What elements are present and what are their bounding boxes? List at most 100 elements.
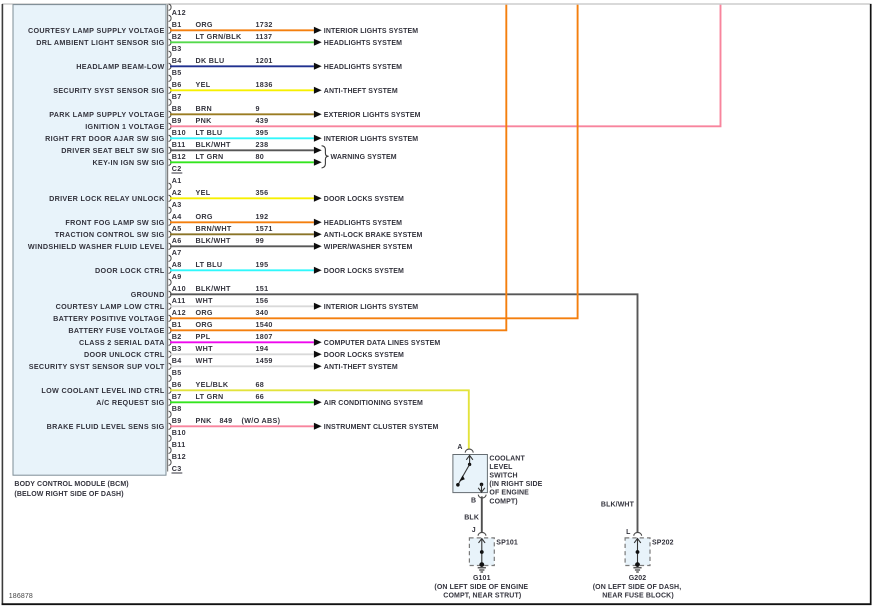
svg-text:LT GRN: LT GRN	[196, 152, 224, 161]
svg-text:DRL AMBIENT LIGHT SENSOR SIG: DRL AMBIENT LIGHT SENSOR SIG	[36, 38, 164, 47]
svg-text:INTERIOR LIGHTS SYSTEM: INTERIOR LIGHTS SYSTEM	[324, 304, 418, 311]
svg-text:BLK/WHT: BLK/WHT	[196, 140, 232, 149]
svg-text:B6: B6	[172, 380, 182, 389]
svg-text:ANTI-THEFT SYSTEM: ANTI-THEFT SYSTEM	[324, 364, 398, 371]
svg-text:PNK: PNK	[196, 116, 213, 125]
svg-text:195: 195	[256, 260, 269, 269]
svg-text:G101: G101	[473, 575, 491, 582]
svg-text:B2: B2	[172, 332, 182, 341]
svg-text:GROUND: GROUND	[131, 290, 165, 299]
svg-text:BRN: BRN	[196, 104, 212, 113]
svg-text:WINDSHIELD WASHER FLUID LEVEL: WINDSHIELD WASHER FLUID LEVEL	[28, 242, 165, 251]
svg-text:RIGHT FRT DOOR AJAR SW SIG: RIGHT FRT DOOR AJAR SW SIG	[45, 134, 165, 143]
svg-text:SP202: SP202	[652, 540, 674, 547]
svg-text:192: 192	[256, 212, 269, 221]
svg-text:WIPER/WASHER SYSTEM: WIPER/WASHER SYSTEM	[324, 244, 413, 251]
svg-text:COURTESY LAMP LOW CTRL: COURTESY LAMP LOW CTRL	[56, 302, 165, 311]
svg-text:TRACTION CONTROL SW SIG: TRACTION CONTROL SW SIG	[55, 230, 165, 239]
svg-text:A6: A6	[172, 236, 182, 245]
svg-text:BATTERY FUSE VOLTAGE: BATTERY FUSE VOLTAGE	[68, 326, 164, 335]
svg-text:A7: A7	[172, 248, 182, 257]
svg-text:A2: A2	[172, 188, 182, 197]
svg-text:A10: A10	[172, 284, 186, 293]
svg-text:B9: B9	[172, 416, 182, 425]
svg-text:238: 238	[256, 140, 269, 149]
svg-text:A1: A1	[172, 176, 182, 185]
svg-text:A11: A11	[172, 296, 186, 305]
svg-text:SWITCH: SWITCH	[489, 472, 517, 479]
svg-text:KEY-IN IGN SW SIG: KEY-IN IGN SW SIG	[92, 158, 164, 167]
svg-text:ANTI-LOCK BRAKE SYSTEM: ANTI-LOCK BRAKE SYSTEM	[324, 232, 423, 239]
svg-text:66: 66	[256, 392, 265, 401]
svg-text:WHT: WHT	[196, 344, 214, 353]
svg-text:B11: B11	[172, 440, 186, 449]
svg-text:80: 80	[256, 152, 265, 161]
svg-text:C3: C3	[172, 464, 182, 473]
svg-text:1137: 1137	[256, 32, 273, 41]
svg-text:COMPT): COMPT)	[489, 498, 517, 505]
svg-text:DRIVER SEAT BELT SW SIG: DRIVER SEAT BELT SW SIG	[61, 146, 164, 155]
svg-text:1201: 1201	[256, 56, 273, 65]
svg-text:B4: B4	[172, 56, 182, 65]
svg-text:YEL: YEL	[196, 188, 211, 197]
svg-text:J: J	[472, 527, 476, 534]
svg-text:BRN/WHT: BRN/WHT	[196, 224, 232, 233]
svg-text:LT BLU: LT BLU	[196, 128, 223, 137]
svg-text:151: 151	[256, 284, 269, 293]
svg-text:B9: B9	[172, 116, 182, 125]
svg-text:B7: B7	[172, 392, 182, 401]
svg-text:OF ENGINE: OF ENGINE	[489, 490, 529, 497]
svg-text:YEL/BLK: YEL/BLK	[196, 380, 229, 389]
svg-text:B2: B2	[172, 32, 182, 41]
svg-text:(BELOW RIGHT SIDE OF DASH): (BELOW RIGHT SIDE OF DASH)	[14, 491, 123, 498]
svg-text:B8: B8	[172, 404, 182, 413]
svg-text:INTERIOR LIGHTS SYSTEM: INTERIOR LIGHTS SYSTEM	[324, 28, 418, 35]
svg-text:(ON LEFT SIDE OF DASH,: (ON LEFT SIDE OF DASH,	[593, 584, 682, 591]
svg-text:B11: B11	[172, 140, 186, 149]
svg-text:B3: B3	[172, 44, 182, 53]
svg-text:B12: B12	[172, 152, 186, 161]
svg-text:SECURITY SYST SENSOR SUP VOLT: SECURITY SYST SENSOR SUP VOLT	[29, 362, 165, 371]
svg-text:ANTI-THEFT SYSTEM: ANTI-THEFT SYSTEM	[324, 88, 398, 95]
svg-text:AIR CONDITIONING SYSTEM: AIR CONDITIONING SYSTEM	[324, 400, 423, 407]
svg-text:DOOR LOCKS SYSTEM: DOOR LOCKS SYSTEM	[324, 196, 404, 203]
svg-text:A5: A5	[172, 224, 182, 233]
svg-text:HEADLAMP BEAM-LOW: HEADLAMP BEAM-LOW	[76, 62, 164, 71]
svg-text:BATTERY POSITIVE VOLTAGE: BATTERY POSITIVE VOLTAGE	[53, 314, 165, 323]
svg-text:COMPUTER DATA LINES SYSTEM: COMPUTER DATA LINES SYSTEM	[324, 340, 441, 347]
svg-text:PARK LAMP SUPPLY VOLTAGE: PARK LAMP SUPPLY VOLTAGE	[49, 110, 164, 119]
svg-text:340: 340	[256, 308, 269, 317]
svg-text:DK BLU: DK BLU	[196, 56, 225, 65]
svg-text:1836: 1836	[256, 80, 273, 89]
svg-text:99: 99	[256, 236, 265, 245]
svg-text:A8: A8	[172, 260, 182, 269]
svg-text:1571: 1571	[256, 224, 273, 233]
svg-text:NEAR FUSE BLOCK): NEAR FUSE BLOCK)	[602, 592, 674, 599]
svg-text:B3: B3	[172, 344, 182, 353]
svg-text:B6: B6	[172, 80, 182, 89]
svg-text:WHT: WHT	[196, 296, 214, 305]
svg-text:ORG: ORG	[196, 320, 213, 329]
svg-text:SP101: SP101	[496, 540, 518, 547]
svg-text:HEADLIGHTS SYSTEM: HEADLIGHTS SYSTEM	[324, 64, 402, 71]
svg-text:A: A	[457, 444, 462, 451]
svg-text:B5: B5	[172, 68, 182, 77]
svg-text:1540: 1540	[256, 320, 273, 329]
svg-text:B10: B10	[172, 428, 186, 437]
svg-text:B12: B12	[172, 452, 186, 461]
svg-text:DOOR UNLOCK CTRL: DOOR UNLOCK CTRL	[84, 350, 165, 359]
svg-text:1807: 1807	[256, 332, 273, 341]
svg-text:(IN RIGHT SIDE: (IN RIGHT SIDE	[489, 481, 542, 488]
svg-text:LT GRN/BLK: LT GRN/BLK	[196, 32, 242, 41]
svg-text:ORG: ORG	[196, 212, 213, 221]
svg-text:156: 156	[256, 296, 269, 305]
svg-text:DOOR LOCKS SYSTEM: DOOR LOCKS SYSTEM	[324, 352, 404, 359]
svg-text:LT BLU: LT BLU	[196, 260, 223, 269]
svg-text:B1: B1	[172, 20, 182, 29]
svg-text:1459: 1459	[256, 356, 273, 365]
svg-text:HEADLIGHTS SYSTEM: HEADLIGHTS SYSTEM	[324, 220, 402, 227]
svg-text:IGNITION 1 VOLTAGE: IGNITION 1 VOLTAGE	[85, 122, 164, 131]
svg-text:(W/O ABS): (W/O ABS)	[242, 416, 281, 425]
svg-text:G202: G202	[629, 575, 647, 582]
svg-text:DOOR LOCKS SYSTEM: DOOR LOCKS SYSTEM	[324, 268, 404, 275]
